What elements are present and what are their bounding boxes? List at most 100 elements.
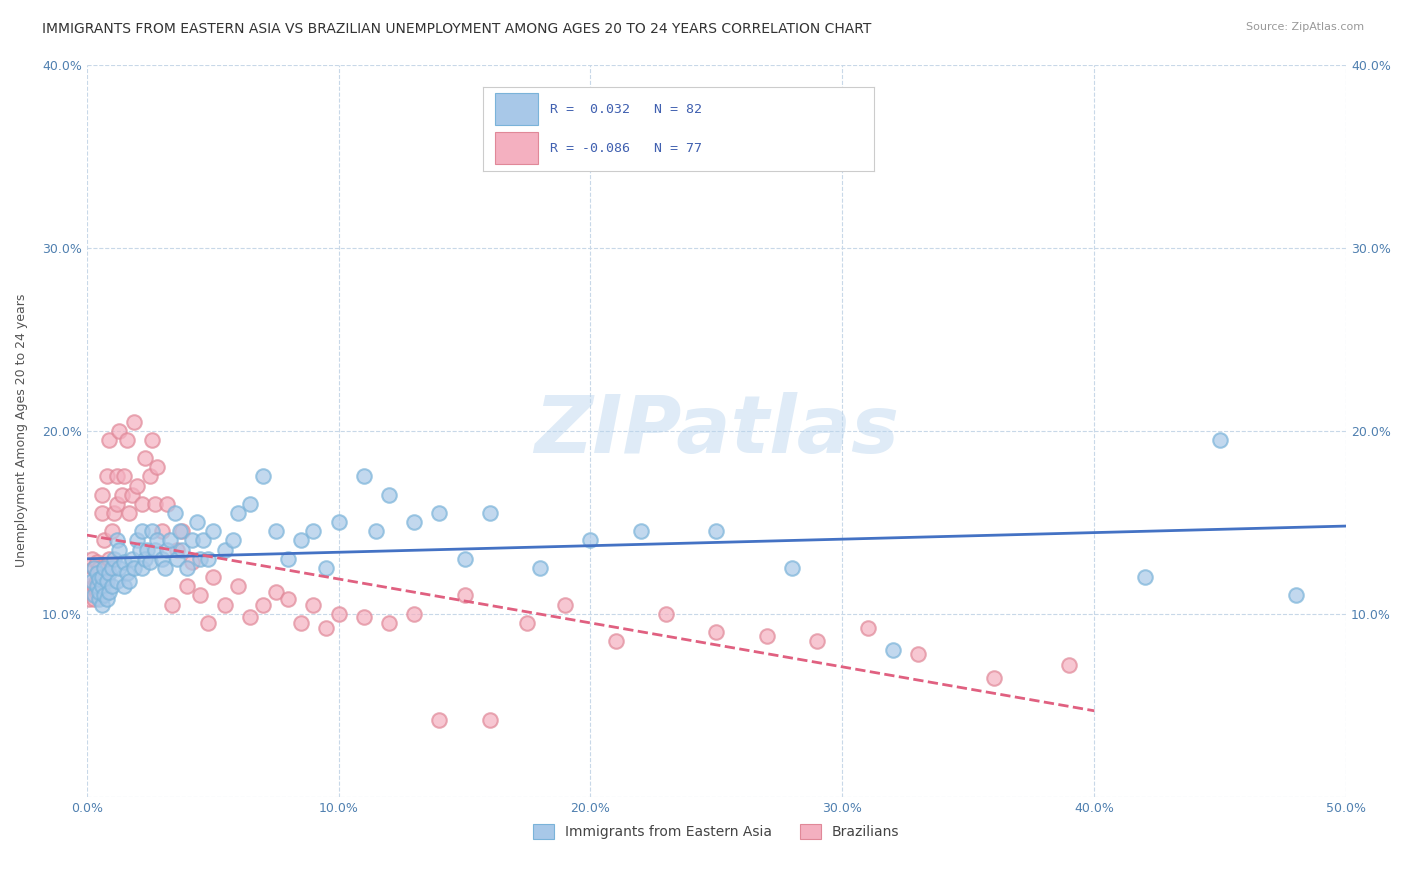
Point: [141, 524, 163, 539]
Point: [214, 598, 236, 612]
Point: [427, 506, 450, 520]
Point: [353, 610, 375, 624]
Point: [706, 524, 728, 539]
Point: [96, 574, 118, 588]
Point: [112, 469, 135, 483]
Point: [1133, 570, 1156, 584]
Y-axis label: Unemployment Among Ages 20 to 24 years: Unemployment Among Ages 20 to 24 years: [15, 294, 28, 567]
Point: [86, 579, 108, 593]
Point: [90, 506, 112, 520]
Point: [188, 588, 211, 602]
Point: [197, 615, 219, 630]
Point: [478, 713, 501, 727]
Point: [89, 561, 111, 575]
Point: [1057, 657, 1080, 672]
Point: [98, 584, 121, 599]
Point: [378, 488, 401, 502]
Point: [882, 643, 904, 657]
Point: [201, 570, 224, 584]
Point: [112, 579, 135, 593]
Point: [315, 561, 337, 575]
Point: [83, 588, 105, 602]
Point: [264, 524, 287, 539]
Point: [134, 551, 156, 566]
Point: [96, 561, 118, 575]
Point: [90, 598, 112, 612]
Point: [150, 524, 173, 539]
Point: [83, 592, 105, 607]
Point: [131, 524, 153, 539]
Point: [226, 579, 249, 593]
Point: [125, 478, 148, 492]
Point: [478, 506, 501, 520]
Point: [131, 561, 153, 575]
Point: [328, 515, 350, 529]
Point: [169, 524, 191, 539]
Point: [166, 542, 188, 557]
Point: [124, 415, 146, 429]
Point: [630, 524, 652, 539]
Point: [89, 570, 111, 584]
Point: [105, 574, 128, 588]
Point: [86, 566, 108, 581]
Point: [83, 561, 105, 575]
Point: [105, 497, 128, 511]
Point: [277, 551, 299, 566]
Point: [93, 588, 115, 602]
Point: [302, 598, 325, 612]
Point: [138, 469, 160, 483]
Point: [856, 621, 879, 635]
Point: [907, 647, 929, 661]
Point: [427, 713, 450, 727]
Point: [188, 551, 211, 566]
Point: [554, 598, 576, 612]
Point: [77, 579, 100, 593]
Point: [186, 515, 208, 529]
Point: [118, 574, 141, 588]
Point: [755, 629, 778, 643]
Point: [328, 607, 350, 621]
Point: [166, 551, 188, 566]
Point: [98, 551, 121, 566]
Point: [214, 542, 236, 557]
Point: [163, 506, 186, 520]
Point: [453, 588, 475, 602]
Point: [128, 542, 150, 557]
Point: [105, 533, 128, 548]
Point: [983, 671, 1005, 685]
Point: [93, 533, 115, 548]
Point: [1209, 433, 1232, 447]
Point: [143, 497, 166, 511]
Point: [315, 621, 337, 635]
Point: [172, 542, 194, 557]
Point: [153, 561, 176, 575]
Point: [80, 574, 103, 588]
Point: [201, 524, 224, 539]
Point: [80, 551, 103, 566]
Point: [115, 566, 138, 581]
Point: [222, 533, 245, 548]
Point: [105, 469, 128, 483]
Point: [404, 607, 426, 621]
Point: [96, 592, 118, 607]
Point: [103, 551, 125, 566]
Point: [655, 607, 678, 621]
Point: [176, 561, 198, 575]
Point: [404, 515, 426, 529]
Point: [121, 551, 143, 566]
Point: [706, 625, 728, 640]
Point: [780, 561, 803, 575]
Point: [90, 488, 112, 502]
Point: [290, 533, 312, 548]
Point: [112, 556, 135, 570]
Point: [89, 572, 111, 586]
Point: [159, 533, 181, 548]
Point: [191, 533, 214, 548]
Point: [172, 524, 194, 539]
Point: [86, 574, 108, 588]
Point: [277, 592, 299, 607]
Point: [86, 584, 108, 599]
Point: [150, 551, 173, 566]
Point: [156, 542, 179, 557]
Point: [89, 592, 111, 607]
